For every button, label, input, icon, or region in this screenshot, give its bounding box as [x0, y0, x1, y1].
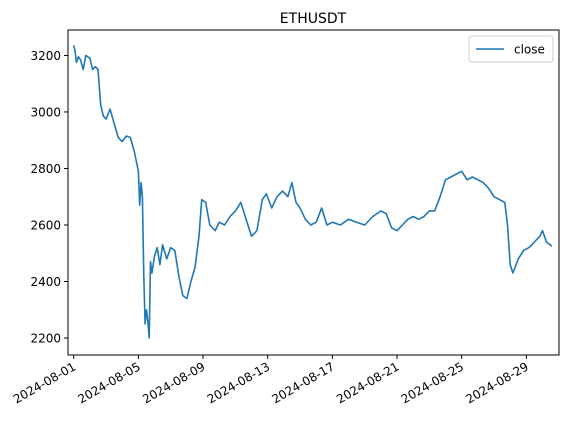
x-tick-label: 2024-08-17 [269, 359, 336, 406]
x-tick-label: 2024-08-01 [11, 359, 78, 406]
y-tick-label: 2800 [30, 162, 61, 176]
y-tick-label: 2200 [30, 332, 61, 346]
x-tick-label: 2024-08-21 [334, 359, 401, 406]
chart-title: ETHUSDT [280, 11, 347, 27]
x-tick-label: 2024-08-13 [205, 359, 272, 406]
y-tick-label: 3000 [30, 105, 61, 119]
x-tick-label: 2024-08-25 [399, 359, 466, 406]
y-tick-label: 3200 [30, 49, 61, 63]
x-tick-label: 2024-08-09 [140, 359, 207, 406]
y-axis-ticks: 2200 2400 2600 2800 3000 3200 [30, 49, 68, 346]
series-layer [72, 45, 553, 339]
x-tick-label: 2024-08-05 [75, 359, 142, 406]
x-axis-ticks: 2024-08-012024-08-052024-08-092024-08-13… [11, 355, 531, 406]
y-tick-label: 2600 [30, 219, 61, 233]
y-tick-label: 2400 [30, 275, 61, 289]
series-line-close [72, 45, 553, 339]
x-tick-label: 2024-08-29 [463, 359, 530, 406]
legend-label-close: close [514, 43, 545, 57]
plot-frame [67, 29, 560, 356]
legend: close [468, 35, 554, 63]
legend-box [468, 35, 554, 63]
title: ETHUSDT [280, 11, 347, 27]
